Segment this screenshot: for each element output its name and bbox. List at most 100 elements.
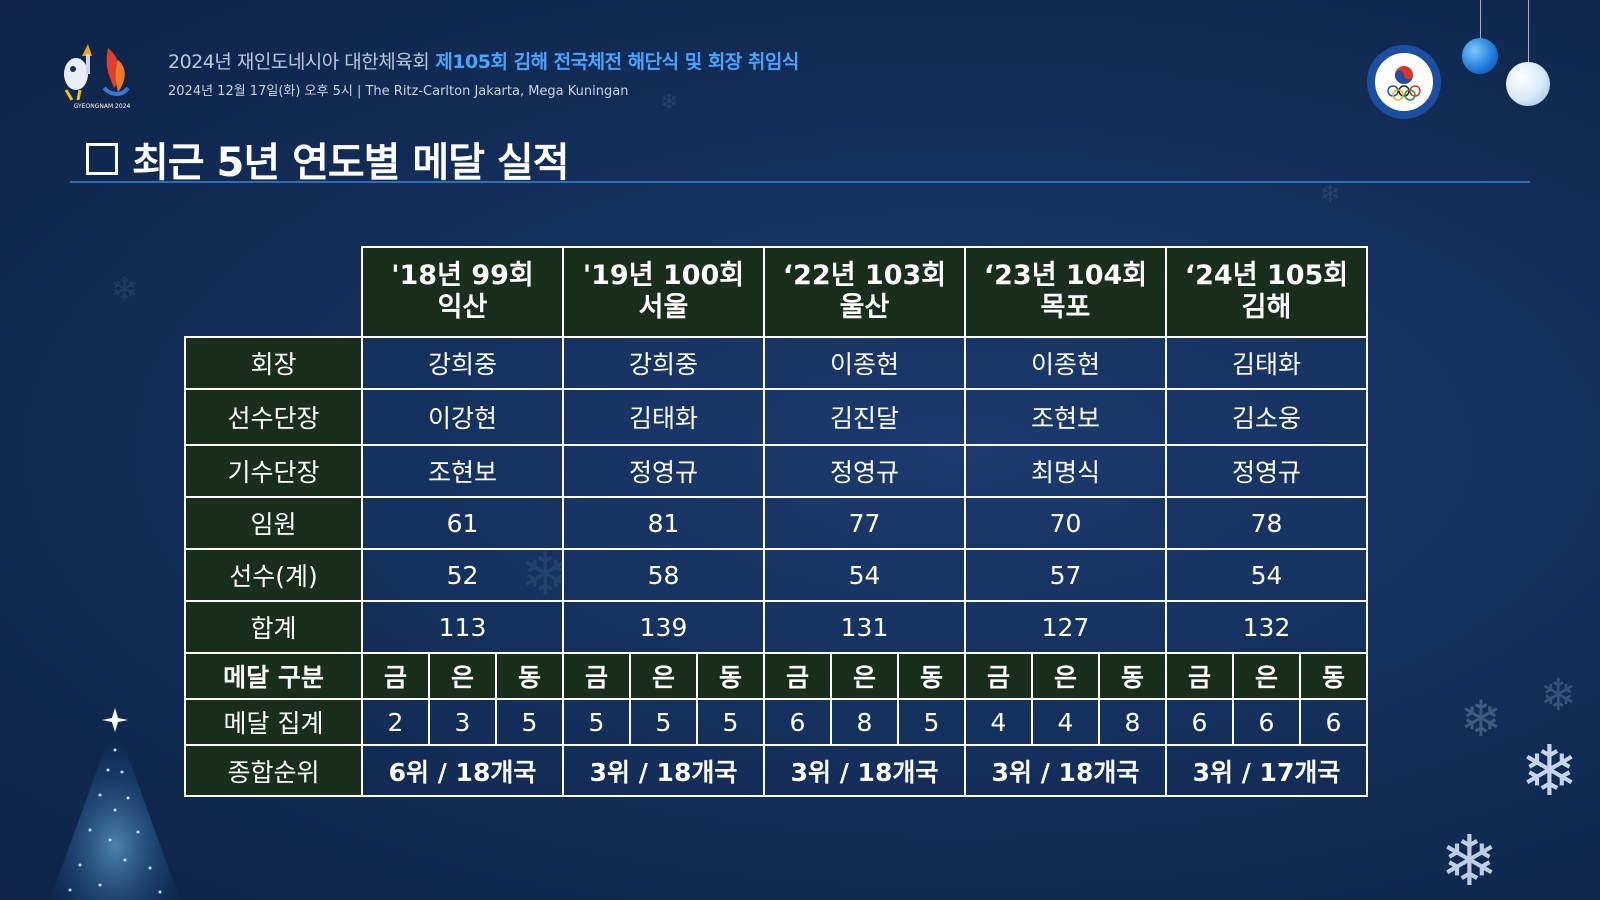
medal-count-cell: 5 <box>495 698 564 746</box>
medal-table: '18년 99회 익산 '19년 100회 서울 ‘22년 103회 울산 ‘23년 … <box>184 246 1368 797</box>
row-label: 합계 <box>184 600 363 654</box>
year-label: '18년 99회 <box>391 260 534 291</box>
table-cell: 정영규 <box>1165 444 1368 498</box>
row-label: 메달 집계 <box>184 698 363 746</box>
table-cell: 57 <box>964 548 1167 602</box>
year-city: 목포 <box>1040 292 1091 323</box>
table-row: 기수단장 조현보 정영규 정영규 최명식 정영규 <box>184 444 1368 498</box>
medal-silver-header: 은 <box>629 652 698 700</box>
table-cell: 최명식 <box>964 444 1167 498</box>
medal-table-area: '18년 99회 익산 '19년 100회 서울 ‘22년 103회 울산 ‘23년 … <box>184 246 1368 797</box>
medal-gold-header: 금 <box>1165 652 1234 700</box>
year-city: 익산 <box>437 292 488 323</box>
logo-caption: GYEONGNAM 2024 <box>74 103 131 110</box>
header-org: 2024년 재인도네시아 대한체육회 <box>168 51 430 73</box>
table-cell: 139 <box>562 600 765 654</box>
rank-cell: 3위 / 17개국 <box>1165 744 1368 797</box>
medal-count-cell: 8 <box>830 698 899 746</box>
medal-count-cell: 2 <box>361 698 430 746</box>
table-cell: 김태화 <box>1165 336 1368 390</box>
medal-count-cell: 6 <box>1299 698 1368 746</box>
table-row: 합계 113 139 131 127 132 <box>184 600 1368 654</box>
table-cell: 강희중 <box>361 336 564 390</box>
ornament-string <box>1528 0 1529 62</box>
snowflake-icon: ❄ <box>1440 820 1499 900</box>
table-cell: 58 <box>562 548 765 602</box>
medal-gold-header: 금 <box>562 652 631 700</box>
blue-ornament-icon <box>1462 38 1498 74</box>
table-cell: 131 <box>763 600 966 654</box>
table-cell: 52 <box>361 548 564 602</box>
table-cell: 113 <box>361 600 564 654</box>
snowflake-icon: ❄ <box>1460 690 1502 748</box>
medal-count-cell: 4 <box>1031 698 1100 746</box>
table-cell: 조현보 <box>964 388 1167 446</box>
table-cell: 이종현 <box>763 336 966 390</box>
year-header-row: '18년 99회 익산 '19년 100회 서울 ‘22년 103회 울산 ‘23년 … <box>185 246 1368 338</box>
snowflake-icon: ❄ <box>1540 670 1577 721</box>
title-divider <box>70 181 1530 183</box>
rank-row: 종합순위 6위 / 18개국 3위 / 18개국 3위 / 18개국 3위 / … <box>184 744 1368 797</box>
medal-count-cell: 6 <box>763 698 832 746</box>
row-label: 선수(계) <box>184 548 363 602</box>
row-label: 종합순위 <box>184 744 363 797</box>
year-label: ‘24년 105회 <box>1184 260 1349 291</box>
medal-bronze-header: 동 <box>897 652 966 700</box>
table-row: 임원 61 81 77 70 78 <box>184 496 1368 550</box>
table-cell: 강희중 <box>562 336 765 390</box>
title-text: 최근 5년 연도별 메달 실적 <box>132 140 570 186</box>
medal-silver-header: 은 <box>830 652 899 700</box>
medal-count-cell: 5 <box>897 698 966 746</box>
table-cell: 이강현 <box>361 388 564 446</box>
medal-silver-header: 은 <box>428 652 497 700</box>
year-label: ‘23년 104회 <box>983 260 1148 291</box>
medal-count-cell: 6 <box>1232 698 1301 746</box>
table-row: 선수단장 이강현 김태화 김진달 조현보 김소웅 <box>184 388 1368 446</box>
table-row: 회장 강희중 강희중 이종현 이종현 김태화 <box>184 336 1368 390</box>
medal-silver-header: 은 <box>1232 652 1301 700</box>
medal-bronze-header: 동 <box>1098 652 1167 700</box>
table-cell: 78 <box>1165 496 1368 550</box>
table-cell: 김소웅 <box>1165 388 1368 446</box>
table-cell: 77 <box>763 496 966 550</box>
year-label: '19년 100회 <box>582 260 745 291</box>
header-event: 제105회 김해 전국체전 해단식 및 회장 취임식 <box>435 51 799 73</box>
snowflake-icon: ❄ <box>110 270 139 310</box>
medal-count-cell: 4 <box>964 698 1033 746</box>
row-label: 메달 구분 <box>184 652 363 700</box>
medal-count-cell: 5 <box>696 698 765 746</box>
white-ornament-icon <box>1506 62 1550 106</box>
rank-cell: 3위 / 18개국 <box>562 744 765 797</box>
table-cell: 70 <box>964 496 1167 550</box>
page-title: 최근 5년 연도별 메달 실적 <box>86 130 570 188</box>
row-label: 임원 <box>184 496 363 550</box>
table-cell: 정영규 <box>562 444 765 498</box>
year-header: '18년 99회 익산 <box>361 246 564 338</box>
snowflake-icon: ❄ <box>520 540 571 610</box>
rank-cell: 6위 / 18개국 <box>361 744 564 797</box>
year-header: ‘23년 104회 목포 <box>964 246 1167 338</box>
medal-count-cell: 3 <box>428 698 497 746</box>
medal-count-cell: 8 <box>1098 698 1167 746</box>
table-cell: 54 <box>763 548 966 602</box>
snowflake-icon: ❄ <box>1320 180 1341 208</box>
year-label: ‘22년 103회 <box>782 260 947 291</box>
year-header: '19년 100회 서울 <box>562 246 765 338</box>
header-line1: 2024년 재인도네시아 대한체육회 제105회 김해 전국체전 해단식 및 회… <box>168 47 799 74</box>
table-cell: 조현보 <box>361 444 564 498</box>
year-city: 김해 <box>1241 292 1292 323</box>
medal-gold-header: 금 <box>763 652 832 700</box>
blank-corner <box>185 247 362 337</box>
year-city: 울산 <box>839 292 890 323</box>
medal-type-row: 메달 구분 금 은 동 금 은 동 금 은 동 금 은 동 금 은 동 <box>184 652 1368 700</box>
table-cell: 54 <box>1165 548 1368 602</box>
korean-sports-association-emblem <box>1367 45 1441 119</box>
table-cell: 81 <box>562 496 765 550</box>
medal-count-row: 메달 집계 2 3 5 5 5 5 6 8 5 4 4 8 6 6 6 <box>184 698 1368 746</box>
row-label: 회장 <box>184 336 363 390</box>
table-cell: 이종현 <box>964 336 1167 390</box>
table-cell: 김태화 <box>562 388 765 446</box>
medal-count-cell: 6 <box>1165 698 1234 746</box>
medal-gold-header: 금 <box>361 652 430 700</box>
